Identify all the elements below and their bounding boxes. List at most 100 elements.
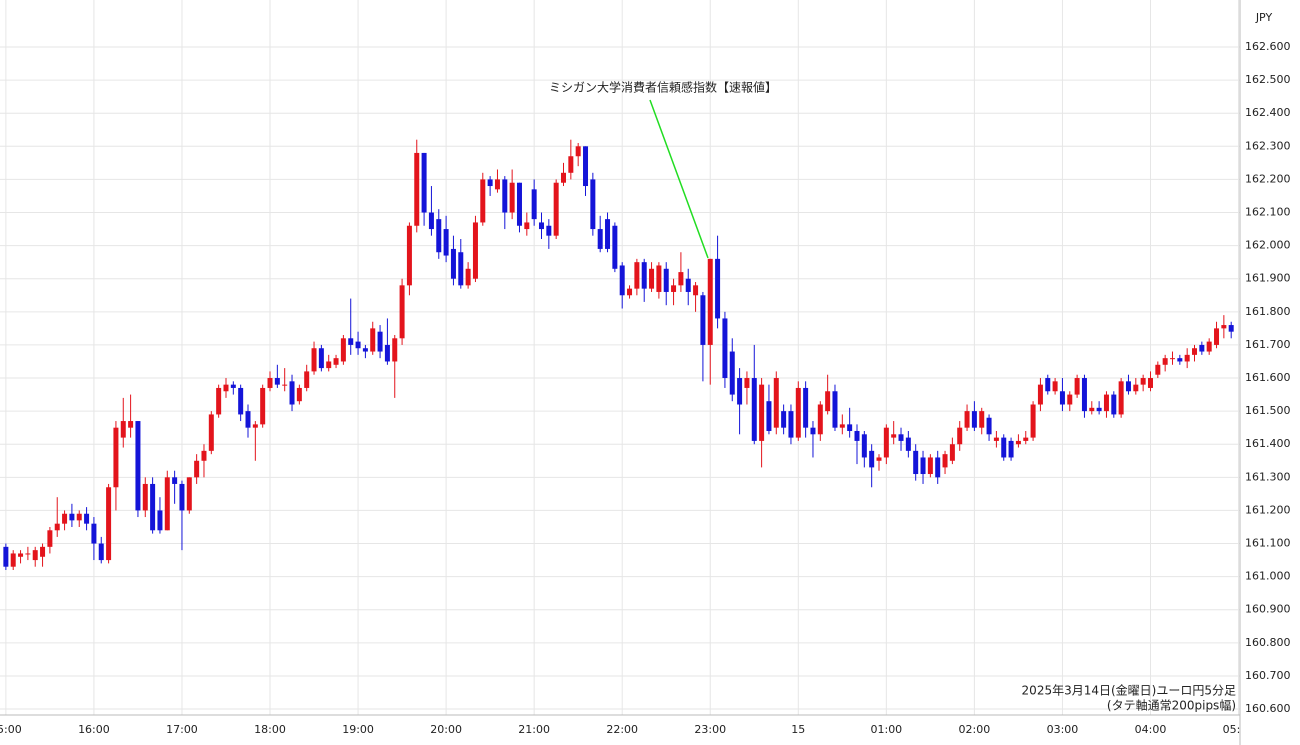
- candle-body: [47, 530, 53, 547]
- candle-body: [1140, 378, 1146, 385]
- x-tick-label: 20:00: [430, 723, 462, 736]
- candle-body: [40, 546, 46, 557]
- candle-body: [729, 351, 735, 395]
- candle-body: [891, 434, 897, 438]
- candle-body: [876, 457, 882, 461]
- x-tick-label: 02:00: [959, 723, 991, 736]
- candle-body: [1096, 407, 1102, 412]
- candle-body: [1001, 437, 1007, 458]
- candle-body: [1125, 381, 1131, 392]
- y-tick-label: 162.400: [1245, 106, 1291, 119]
- candle-body: [1030, 404, 1036, 438]
- candle-body: [898, 434, 904, 441]
- candle-body: [25, 553, 31, 555]
- candle-body: [1037, 384, 1043, 405]
- candle-body: [406, 225, 412, 286]
- candle-body: [172, 477, 178, 484]
- candle-body: [905, 437, 911, 451]
- candle-body: [120, 421, 126, 438]
- candle-body: [1169, 358, 1175, 360]
- candle-body: [384, 344, 390, 362]
- candle-body: [480, 179, 486, 223]
- x-tick-label: 23:00: [694, 723, 726, 736]
- x-tick-label: 21:00: [518, 723, 550, 736]
- candle-body: [583, 146, 589, 187]
- candle-body: [538, 222, 544, 230]
- y-tick-label: 160.700: [1245, 669, 1291, 682]
- candle-body: [201, 450, 207, 461]
- candle-body: [465, 268, 471, 286]
- candle-body: [634, 262, 640, 289]
- grid: [0, 0, 1240, 715]
- candle-body: [993, 437, 999, 441]
- candle-body: [230, 384, 236, 388]
- candle-body: [854, 430, 860, 441]
- candle-body: [54, 523, 60, 531]
- candle-body: [935, 457, 941, 478]
- candle-body: [722, 318, 728, 379]
- candle-body: [1155, 364, 1161, 375]
- x-tick-label: 05:00: [1223, 723, 1255, 736]
- candle-body: [795, 387, 801, 438]
- candle-body: [1206, 341, 1212, 352]
- candle-body: [561, 172, 567, 183]
- candle-body: [1228, 325, 1234, 332]
- candle-body: [1147, 378, 1153, 388]
- candle-body: [759, 384, 765, 441]
- candle-body: [1103, 394, 1109, 412]
- candle-body: [421, 152, 427, 213]
- candle-body: [590, 179, 596, 230]
- candle-body: [663, 268, 669, 292]
- candle-body: [913, 450, 919, 475]
- candle-body: [605, 219, 611, 249]
- candle-body: [575, 146, 581, 157]
- candle-body: [311, 348, 317, 372]
- candle-body: [208, 414, 214, 451]
- x-tick-label: 15:00: [0, 723, 22, 736]
- candle-body: [164, 477, 170, 531]
- candle-body: [986, 417, 992, 435]
- candle-body: [700, 295, 706, 345]
- candle-body: [656, 265, 662, 292]
- candle-body: [318, 348, 324, 369]
- candle-body: [817, 404, 823, 435]
- candle-body: [516, 182, 522, 226]
- y-tick-label: 161.700: [1245, 338, 1291, 351]
- y-tick-label: 161.300: [1245, 470, 1291, 483]
- candle-body: [825, 391, 831, 412]
- candle-body: [3, 546, 9, 567]
- candle-body: [289, 381, 295, 405]
- candle-body: [1081, 378, 1087, 412]
- candle-body: [494, 179, 500, 190]
- candle-body: [399, 285, 405, 339]
- candle-body: [1192, 348, 1198, 355]
- candle-body: [252, 424, 258, 428]
- candle-body: [502, 179, 508, 213]
- annotation: ミシガン大学消費者信頼感指数【速報値】: [549, 80, 777, 95]
- candle-body: [869, 450, 875, 468]
- candle-body: [238, 387, 244, 415]
- candle-body: [10, 553, 16, 567]
- candle-body: [553, 182, 559, 236]
- x-tick-label: 17:00: [166, 723, 198, 736]
- candle-body: [839, 424, 845, 428]
- candle-body: [788, 411, 794, 438]
- candle-body: [106, 487, 112, 561]
- candle-body: [414, 152, 420, 226]
- candle-body: [472, 222, 478, 279]
- candle-body: [1008, 440, 1014, 458]
- candle-body: [847, 424, 853, 431]
- candle-body: [1052, 381, 1058, 392]
- y-tick-label: 162.100: [1245, 206, 1291, 219]
- candle-body: [194, 460, 200, 478]
- candle-body: [179, 483, 185, 511]
- candle-body: [326, 361, 332, 369]
- candle-body: [84, 513, 90, 524]
- x-tick-label: 03:00: [1047, 723, 1079, 736]
- candle-body: [942, 454, 948, 468]
- candle-body: [436, 219, 442, 253]
- candle-body: [333, 358, 339, 365]
- candle-body: [1221, 325, 1227, 329]
- candle-body: [832, 391, 838, 428]
